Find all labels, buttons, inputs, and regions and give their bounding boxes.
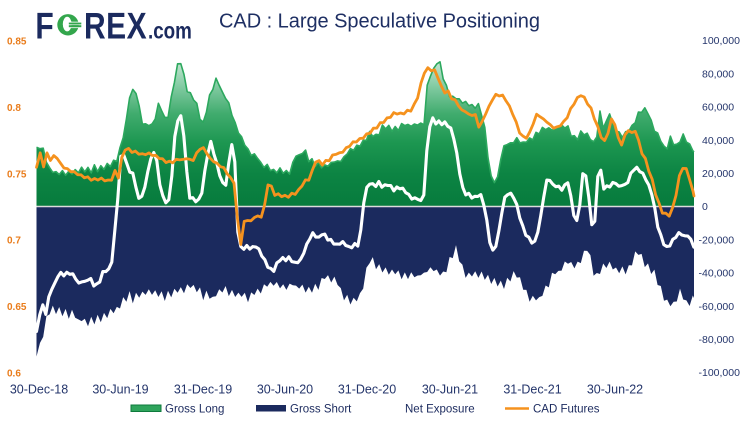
svg-text:0: 0 xyxy=(702,201,708,213)
svg-text:20,000: 20,000 xyxy=(702,168,734,180)
svg-text:Net Exposure: Net Exposure xyxy=(405,404,475,416)
svg-text:-60,000: -60,000 xyxy=(699,301,735,313)
svg-text:0.8: 0.8 xyxy=(7,103,21,114)
svg-text:30-Jun-22: 30-Jun-22 xyxy=(587,383,643,397)
svg-text:0.7: 0.7 xyxy=(7,236,21,247)
svg-text:31-Dec-19: 31-Dec-19 xyxy=(174,383,232,397)
svg-text:60,000: 60,000 xyxy=(702,102,734,114)
svg-text:-20,000: -20,000 xyxy=(699,234,735,246)
svg-text:80,000: 80,000 xyxy=(702,68,734,80)
svg-text:CAD : Large Speculative Positi: CAD : Large Speculative Positioning xyxy=(219,11,540,33)
svg-text:CAD Futures: CAD Futures xyxy=(533,404,600,416)
svg-text:30-Jun-21: 30-Jun-21 xyxy=(422,383,478,397)
svg-text:Gross Long: Gross Long xyxy=(165,404,224,416)
svg-text:-40,000: -40,000 xyxy=(699,268,735,280)
svg-text:31-Dec-20: 31-Dec-20 xyxy=(338,383,396,397)
svg-text:31-Dec-21: 31-Dec-21 xyxy=(503,383,561,397)
svg-text:F: F xyxy=(35,5,53,47)
svg-text:Gross Short: Gross Short xyxy=(290,404,352,416)
svg-text:REX: REX xyxy=(84,5,147,47)
svg-text:30-Dec-18: 30-Dec-18 xyxy=(10,383,68,397)
svg-text:100,000: 100,000 xyxy=(702,35,740,47)
svg-text:.com: .com xyxy=(148,18,192,45)
svg-text:0.75: 0.75 xyxy=(7,169,27,180)
svg-text:0.65: 0.65 xyxy=(7,302,27,313)
svg-text:30-Jun-20: 30-Jun-20 xyxy=(257,383,313,397)
svg-text:-80,000: -80,000 xyxy=(699,334,735,346)
svg-text:40,000: 40,000 xyxy=(702,135,734,147)
svg-text:0.6: 0.6 xyxy=(7,369,21,380)
svg-text:-100,000: -100,000 xyxy=(699,367,741,379)
svg-text:0.85: 0.85 xyxy=(7,37,27,48)
svg-text:30-Jun-19: 30-Jun-19 xyxy=(92,383,148,397)
